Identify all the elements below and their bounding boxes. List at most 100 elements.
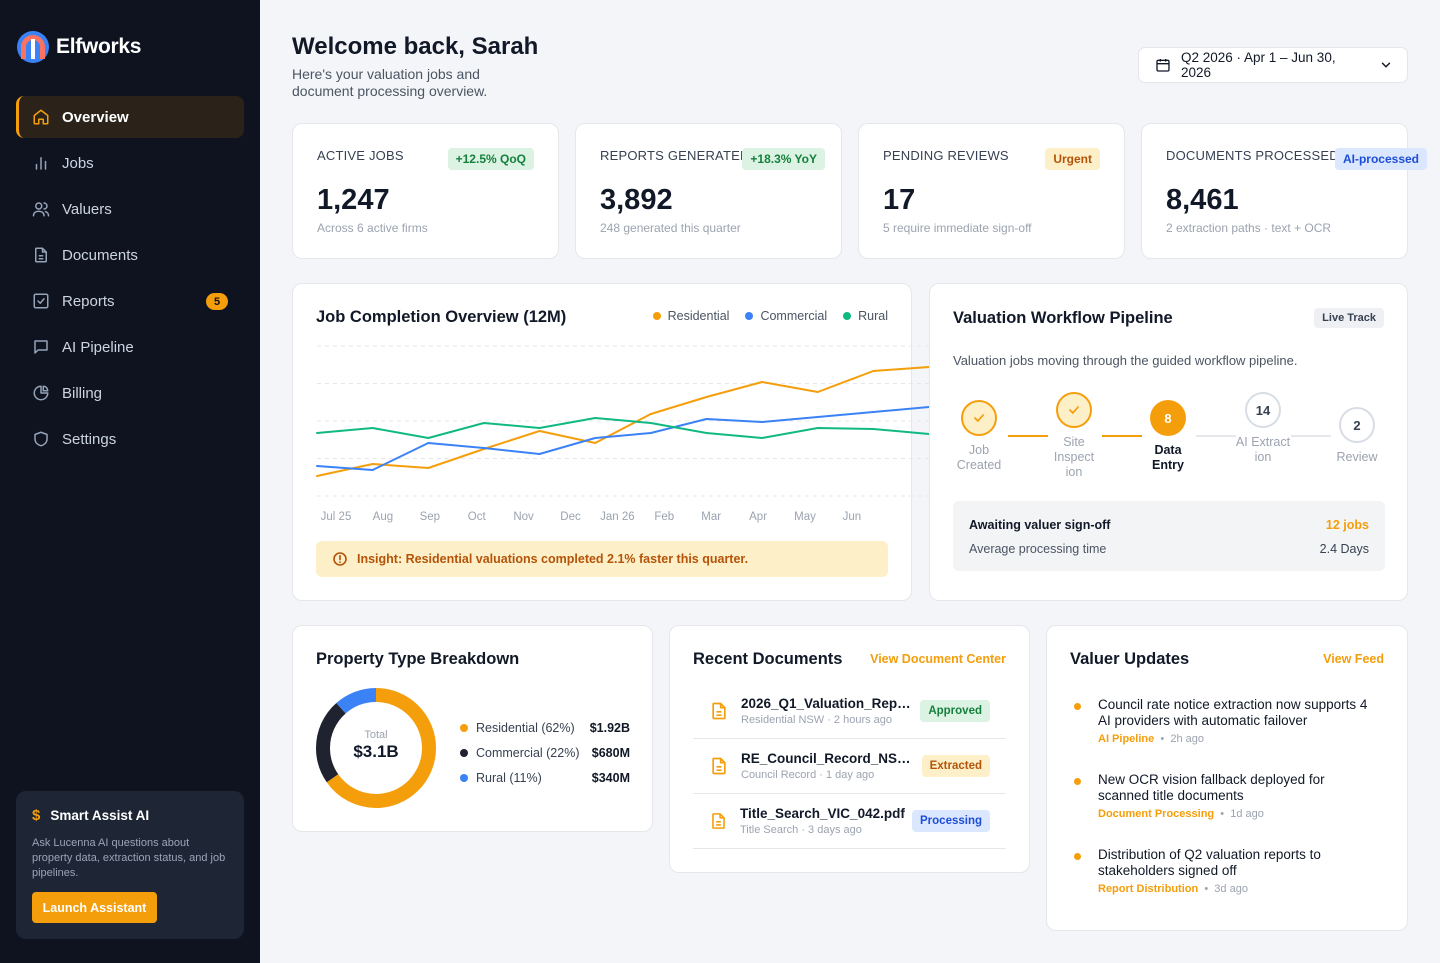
document-meta: Council Record · 1 day ago (741, 769, 875, 781)
kpi-subtext: Across 6 active firms (317, 221, 428, 235)
dollar-icon: $ (32, 807, 41, 824)
calendar-icon (1156, 59, 1170, 72)
breakdown-legend: Residential (62%) $1.92B Commercial (22%)… (460, 715, 630, 790)
elfworks-logo-icon (17, 31, 49, 63)
kpi-label: REPORTS GENERATED (600, 148, 750, 163)
legend-dot (460, 773, 468, 782)
document-row[interactable]: Title_Search_VIC_042.pdf Title Search · … (693, 794, 1006, 849)
legend-dot (652, 312, 661, 320)
kpi-subtext: 248 generated this quarter (600, 221, 741, 235)
kpi-value: 17 (883, 184, 916, 216)
data-point (594, 442, 597, 444)
main-content: Welcome back, Sarah Here's your valuatio… (260, 0, 1440, 963)
sidebar-item-valuers[interactable]: Valuers (16, 188, 244, 230)
workflow-step-ai-extraction[interactable]: 14 AI Extract ion (1233, 392, 1293, 465)
live-track-badge: Live Track (1314, 308, 1384, 328)
document-row[interactable]: 2026_Q1_Valuation_Report_Final.pdf Resid… (693, 684, 1006, 739)
logo[interactable]: Elfworks (16, 30, 141, 64)
update-time: 3d ago (1214, 883, 1248, 895)
data-point (816, 427, 819, 429)
update-text: New OCR vision fallback deployed for sca… (1098, 772, 1325, 803)
chart-title: Job Completion Overview (12M) (316, 308, 567, 326)
data-point (316, 432, 318, 434)
valuer-updates-card: Valuer Updates View Feed Council rate no… (1046, 625, 1408, 931)
line-chart: Jul 25 Aug Sep Oct Nov Dec Jan 26 Feb Mar Apr May J… (316, 345, 930, 523)
chart-legend: Residential Commercial Rural (652, 309, 888, 323)
legend-label: Residential (667, 309, 730, 323)
date-range-picker[interactable]: Q2 2026 · Apr 1 – Jun 30, 2026 (1138, 47, 1408, 83)
update-item[interactable]: Council rate notice extraction now suppo… (1074, 697, 1374, 745)
kpi-label: PENDING REVIEWS (883, 148, 1009, 163)
kpi-badge: +18.3% YoY (742, 148, 825, 170)
avg-time-label: Average processing time (969, 542, 1107, 556)
smart-assist-panel: $ Smart Assist AI Ask Lucenna AI questio… (16, 791, 244, 939)
check-icon (1056, 392, 1092, 428)
workflow-step-job-created[interactable]: Job Created (949, 400, 1009, 473)
sidebar-item-ai-pipeline[interactable]: AI Pipeline (16, 326, 244, 368)
data-point (649, 432, 652, 434)
workflow-step-site-inspection[interactable]: Site Inspect ion (1044, 392, 1104, 480)
launch-assistant-button[interactable]: Launch Assistant (32, 892, 157, 923)
alert-icon (333, 552, 347, 566)
x-tick-label: Dec (560, 511, 581, 523)
step-connector (1291, 435, 1331, 437)
breakdown-amount: $340M (591, 770, 630, 785)
document-meta: Residential NSW · 2 hours ago (741, 714, 893, 726)
date-range-label: Q2 2026 · Apr 1 – Jun 30, 2026 (1180, 50, 1336, 80)
step-connector (1102, 435, 1142, 437)
status-badge: Processing (912, 810, 990, 832)
data-point (316, 465, 318, 467)
view-feed-link[interactable]: View Feed (1323, 652, 1384, 666)
legend-item-residential[interactable]: Residential (652, 309, 730, 323)
step-label: Job Created (956, 443, 1002, 472)
x-tick-label: Jun (843, 511, 862, 523)
sidebar-item-label: Valuers (62, 200, 112, 218)
document-row[interactable]: RE_Council_Record_NSW_2026.pdf Council R… (693, 739, 1006, 794)
kpi-badge: Urgent (1045, 148, 1100, 170)
workflow-step-review[interactable]: 2 Review (1327, 407, 1387, 465)
document-meta: Title Search · 3 days ago (740, 824, 862, 836)
legend-item-commercial[interactable]: Commercial (745, 309, 827, 323)
awaiting-summary: Awaiting valuer sign-off 12 jobs Average… (953, 501, 1385, 571)
job-completion-chart-card: Job Completion Overview (12M) Residentia… (292, 283, 930, 601)
document-name: 2026_Q1_Valuation_Report_Final.pdf (741, 696, 913, 711)
view-document-center-link[interactable]: View Document Center (870, 652, 1006, 666)
series-line-residential (316, 366, 930, 477)
series-line-commercial (316, 406, 930, 471)
status-badge: Approved (920, 700, 990, 722)
shield-icon (34, 431, 48, 447)
update-time: 1d ago (1230, 808, 1264, 820)
update-item[interactable]: Distribution of Q2 valuation reports to … (1074, 847, 1374, 895)
kpi-card-documents-processed: DOCUMENTS PROCESSED AI-processed 8,461 2… (1141, 123, 1427, 259)
sidebar-item-jobs[interactable]: Jobs (16, 142, 244, 184)
breakdown-title: Property Type Breakdown (316, 650, 520, 668)
chevron-down-icon (1381, 62, 1391, 68)
sidebar-item-settings[interactable]: Settings (16, 418, 244, 460)
app-name: Elfworks (56, 35, 142, 58)
data-point (649, 413, 652, 415)
workflow-description: Valuation jobs moving through the guided… (953, 353, 1298, 368)
sidebar-item-overview[interactable]: Overview (16, 96, 244, 138)
breakdown-amount: $1.92B (589, 720, 630, 735)
sidebar-item-documents[interactable]: Documents (16, 234, 244, 276)
sidebar-item-reports[interactable]: Reports 5 (16, 280, 244, 322)
legend-item-rural[interactable]: Rural (843, 309, 888, 323)
data-point (371, 463, 374, 465)
x-tick-label: Aug (373, 511, 393, 523)
document-name: RE_Council_Record_NSW_2026.pdf (741, 751, 913, 766)
document-icon (712, 702, 726, 720)
sidebar-item-billing[interactable]: Billing (16, 372, 244, 414)
data-point (705, 432, 708, 434)
breakdown-row-residential: Residential (62%) $1.92B (460, 715, 630, 740)
avg-time-row: Average processing time 2.4 Days (969, 542, 1369, 556)
data-point (872, 428, 875, 430)
step-label: Site Inspect ion (1053, 435, 1095, 479)
sidebar: Elfworks Overview Jobs Valuers Documents… (0, 0, 260, 963)
reports-count-badge: 5 (206, 293, 228, 310)
kpi-subtext: 2 extraction paths · text + OCR (1166, 221, 1332, 235)
donut-total-value: $3.1B (353, 742, 399, 761)
assist-description: Ask Lucenna AI questions about property … (32, 837, 226, 879)
workflow-step-data-entry[interactable]: 8 Data Entry (1138, 400, 1198, 473)
pie-icon (33, 385, 49, 401)
update-item[interactable]: New OCR vision fallback deployed for sca… (1074, 772, 1374, 820)
